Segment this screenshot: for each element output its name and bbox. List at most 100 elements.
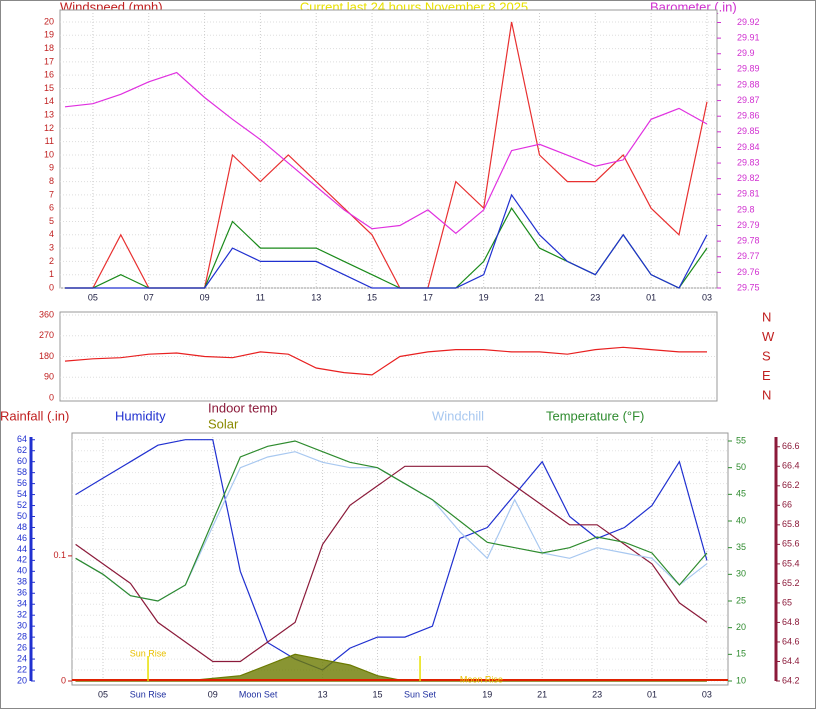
y-tick-label: 19 <box>44 30 54 40</box>
y-tick-label: 15 <box>44 83 54 93</box>
y-tick-label: 66.2 <box>782 480 800 490</box>
legend-indoor: Indoor temp <box>208 400 277 415</box>
plot-area <box>59 9 718 289</box>
y-tick-label: 360 <box>39 309 54 319</box>
y-tick-label: 16 <box>44 70 54 80</box>
y2-tick-label: 29.79 <box>737 220 760 230</box>
y2-tick-label: 29.8 <box>737 204 755 214</box>
line <box>64 346 707 376</box>
y-tick-label: 46 <box>17 533 27 543</box>
y-tick-label: 15 <box>736 649 746 659</box>
y-tick-label: 11 <box>45 136 54 146</box>
y-tick-label: 26 <box>17 642 27 652</box>
y-tick-label: 12 <box>44 123 54 133</box>
y-tick-label: 30 <box>736 569 746 579</box>
y-tick-label: 64.4 <box>782 656 800 666</box>
x-tick-label: 21 <box>537 689 547 699</box>
legend-humidity: Humidity <box>115 408 166 423</box>
y-tick-label: 50 <box>17 511 27 521</box>
y2-tick-label: 29.75 <box>737 282 760 292</box>
direction-label: E <box>762 368 771 383</box>
x-tick-label: 13 <box>318 689 328 699</box>
y2-tick-label: 29.92 <box>737 17 760 27</box>
y-tick-label: 44 <box>17 544 27 554</box>
plot-area <box>59 311 718 402</box>
y-tick-label: 64 <box>17 434 27 444</box>
x-tick-label: 23 <box>592 689 602 699</box>
y-tick-label: 22 <box>17 664 27 674</box>
y-tick-label: 66 <box>782 500 792 510</box>
y-tick-label: 1 <box>49 269 54 279</box>
y-tick-label: 55 <box>736 435 746 445</box>
y2-tick-label: 29.88 <box>737 79 760 89</box>
y-tick-label: 270 <box>39 330 54 340</box>
direction-label: N <box>762 309 771 324</box>
y-tick-label: 66.4 <box>782 461 800 471</box>
y-tick-label: 14 <box>44 96 54 106</box>
y-tick-label: 65 <box>782 597 792 607</box>
line <box>64 71 708 235</box>
y2-tick-label: 29.87 <box>737 95 760 105</box>
y-tick-label: 56 <box>17 478 27 488</box>
y-tick-label: 6 <box>49 203 54 213</box>
y-tick-label: 5 <box>49 216 54 226</box>
legend-solar: Solar <box>208 416 239 431</box>
y-tick-label: 32 <box>17 610 27 620</box>
y-tick-label: 20 <box>17 675 27 685</box>
y-tick-label: 64.6 <box>782 636 800 646</box>
y-tick-label: 0 <box>49 392 54 402</box>
y-tick-label: 28 <box>17 632 27 642</box>
y-tick-label: 8 <box>49 176 54 186</box>
y-tick-label: 60 <box>17 456 27 466</box>
y-tick-label: 65.4 <box>782 558 800 568</box>
direction-label: W <box>762 329 775 344</box>
x-tick-label: 21 <box>534 292 544 302</box>
y-tick-label: 20 <box>44 16 54 26</box>
legend-rain: Rainfall (.in) <box>0 408 69 423</box>
y-tick-label: 54 <box>17 489 27 499</box>
event-label: Moon Set <box>239 689 278 699</box>
x-tick-label: 09 <box>200 292 210 302</box>
x-tick-label: 05 <box>98 689 108 699</box>
y2-tick-label: 29.78 <box>737 236 760 246</box>
y-tick-label: 65.8 <box>782 519 800 529</box>
x-tick-label: 17 <box>423 292 433 302</box>
event-label: Moon Rise <box>460 674 503 684</box>
x-tick-label: 11 <box>256 292 265 302</box>
line <box>75 440 708 602</box>
y-tick-label: 90 <box>44 372 54 382</box>
event-label: Sun Rise <box>130 689 167 699</box>
y-tick-label: 65.2 <box>782 578 800 588</box>
y-tick-label: 2 <box>49 256 54 266</box>
event-label: Sun Set <box>404 689 437 699</box>
y2-tick-label: 29.85 <box>737 126 760 136</box>
y2-tick-label: 29.9 <box>737 48 755 58</box>
legend-temperature: Temperature (°F) <box>546 408 644 423</box>
y2-tick-label: 29.84 <box>737 142 760 152</box>
x-tick-label: 01 <box>647 689 657 699</box>
y2-tick-label: 29.82 <box>737 173 760 183</box>
y2-tick-label: 29.89 <box>737 64 760 74</box>
y-tick-label: 13 <box>44 109 54 119</box>
y-tick-label: 4 <box>49 229 54 239</box>
line <box>75 439 708 671</box>
x-tick-label: 01 <box>646 292 656 302</box>
y-tick-label: 18 <box>44 43 54 53</box>
x-tick-label: 09 <box>208 689 218 699</box>
y-tick-label: 25 <box>736 595 746 605</box>
x-tick-label: 05 <box>88 292 98 302</box>
y2-tick-label: 29.77 <box>737 251 760 261</box>
y2-tick-label: 29.86 <box>737 111 760 121</box>
y-tick-label: 64.2 <box>782 675 800 685</box>
x-tick-label: 03 <box>702 689 712 699</box>
y-tick-label: 0 <box>61 675 66 685</box>
x-tick-label: 15 <box>372 689 382 699</box>
y-tick-label: 62 <box>17 445 27 455</box>
y-tick-label: 0.1 <box>53 550 66 560</box>
event-label-top: Sun Rise <box>130 648 167 658</box>
y-tick-label: 50 <box>736 462 746 472</box>
x-tick-label: 15 <box>367 292 377 302</box>
plot-area <box>71 432 729 686</box>
y-tick-label: 64.8 <box>782 617 800 627</box>
